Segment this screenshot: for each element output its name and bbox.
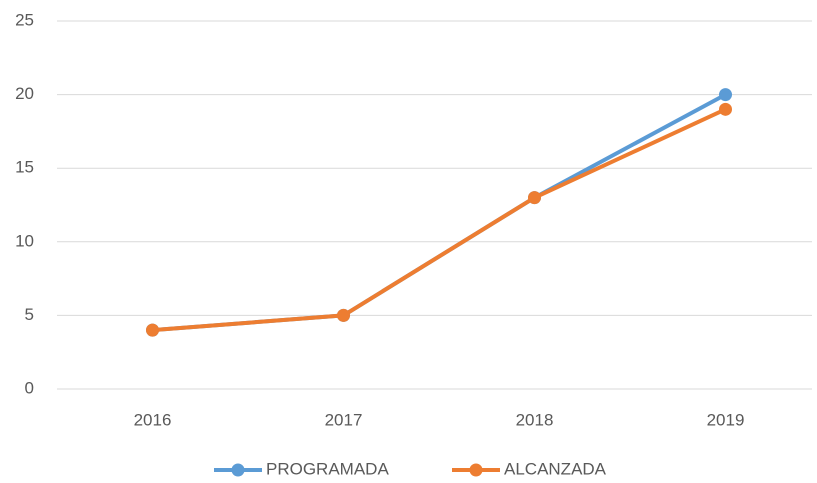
x-tick-label: 2019 [707, 410, 745, 429]
point [719, 88, 732, 102]
legend-marker [231, 463, 245, 477]
legend-label: ALCANZADA [504, 459, 607, 478]
point [719, 102, 732, 116]
legend-marker [469, 463, 483, 477]
y-tick-label: 20 [15, 84, 34, 103]
y-tick-label: 15 [15, 158, 34, 177]
y-tick-label: 10 [15, 231, 34, 250]
x-tick-label: 2016 [134, 410, 172, 429]
y-tick-label: 5 [25, 305, 34, 324]
point [146, 323, 159, 337]
y-tick-label: 0 [25, 378, 34, 397]
legend-label: PROGRAMADA [266, 459, 389, 478]
point [528, 191, 541, 205]
x-tick-label: 2018 [516, 410, 554, 429]
series-line [152, 92, 727, 333]
y-tick-label: 25 [15, 10, 34, 29]
series-line [152, 107, 727, 333]
x-tick-label: 2017 [325, 410, 363, 429]
point [337, 308, 350, 322]
